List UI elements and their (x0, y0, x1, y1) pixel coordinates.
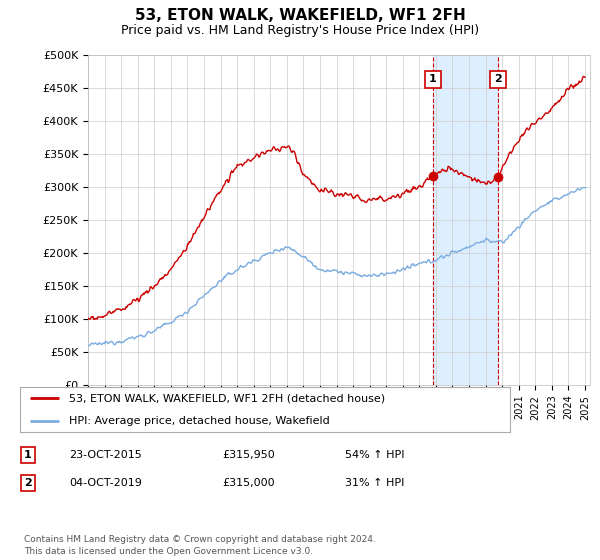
Text: HPI: Average price, detached house, Wakefield: HPI: Average price, detached house, Wake… (69, 416, 330, 426)
Text: Contains HM Land Registry data © Crown copyright and database right 2024.
This d: Contains HM Land Registry data © Crown c… (24, 535, 376, 556)
Text: 53, ETON WALK, WAKEFIELD, WF1 2FH: 53, ETON WALK, WAKEFIELD, WF1 2FH (134, 8, 466, 24)
Text: 2: 2 (494, 74, 502, 85)
Text: £315,000: £315,000 (222, 478, 275, 488)
Text: Price paid vs. HM Land Registry's House Price Index (HPI): Price paid vs. HM Land Registry's House … (121, 24, 479, 36)
Text: 1: 1 (24, 450, 32, 460)
Text: 53, ETON WALK, WAKEFIELD, WF1 2FH (detached house): 53, ETON WALK, WAKEFIELD, WF1 2FH (detac… (69, 393, 385, 403)
Text: 23-OCT-2015: 23-OCT-2015 (69, 450, 142, 460)
Text: 2: 2 (24, 478, 32, 488)
Text: 04-OCT-2019: 04-OCT-2019 (69, 478, 142, 488)
Text: 54% ↑ HPI: 54% ↑ HPI (345, 450, 404, 460)
Text: £315,950: £315,950 (222, 450, 275, 460)
Text: 1: 1 (429, 74, 437, 85)
Bar (433, 55, 498, 385)
Text: 31% ↑ HPI: 31% ↑ HPI (345, 478, 404, 488)
